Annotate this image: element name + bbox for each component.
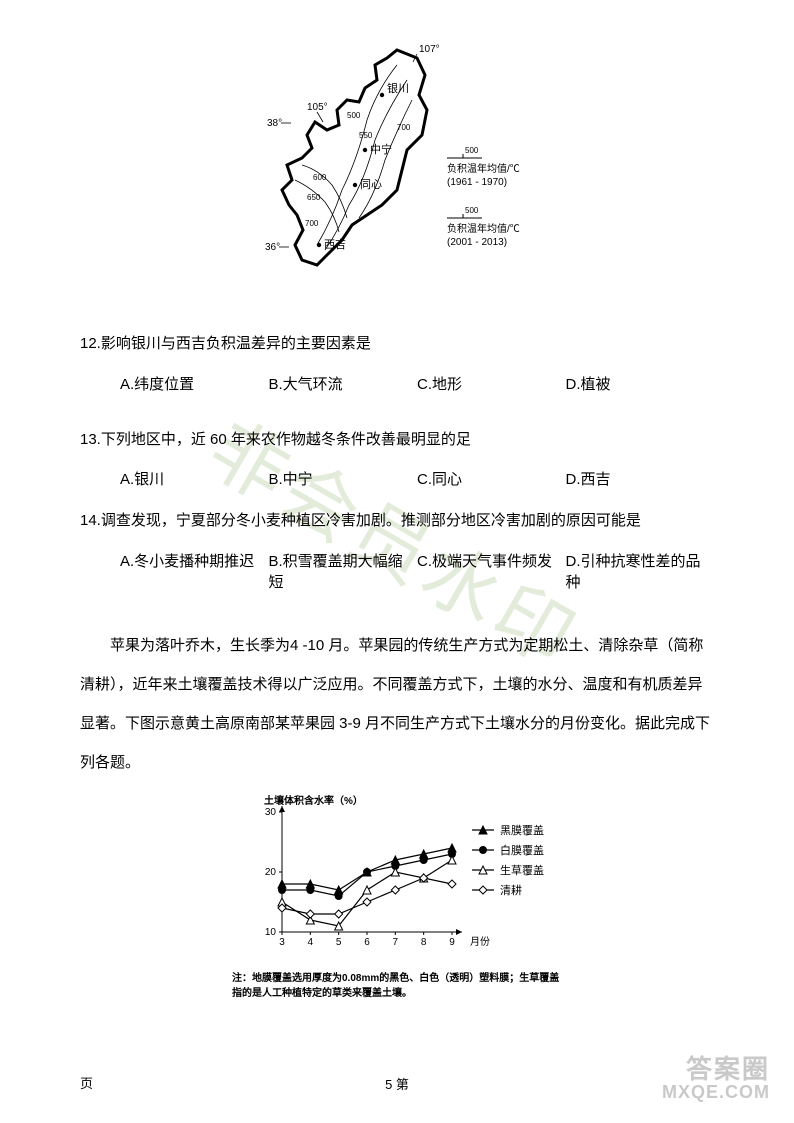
svg-text:9: 9 <box>449 937 455 948</box>
legend-1a: 负积温年均值/℃ <box>447 162 520 175</box>
q14-opt-d: D.引种抗寒性差的品种 <box>566 550 715 592</box>
legend-2a: 负积温年均值/℃ <box>447 222 520 235</box>
svg-text:10: 10 <box>265 927 277 938</box>
svg-text:3: 3 <box>279 937 285 948</box>
q14-stem: 14.调查发现，宁夏部分冬小麦种植区冷害加剧。推测部分地区冷害加剧的原因可能是 <box>80 507 714 536</box>
q13-options: A.银川 B.中宁 C.同心 D.西吉 <box>120 468 714 489</box>
q13-opt-a: A.银川 <box>120 468 269 489</box>
svg-text:5: 5 <box>336 937 342 948</box>
legend-1b: (1961 - 1970) <box>447 177 507 188</box>
q13-opt-c: C.同心 <box>417 468 566 489</box>
q13-opt-d: D.西吉 <box>566 468 715 489</box>
q14-options: A.冬小麦播种期推迟 B.积雪覆盖期大幅缩短 C.极端天气事件频发 D.引种抗寒… <box>120 550 714 606</box>
q12-stem: 12.影响银川与西吉负积温差异的主要因素是 <box>80 330 714 359</box>
legend-2b: (2001 - 2013) <box>447 237 507 248</box>
q13-stem: 13.下列地区中，近 60 年来农作物越冬条件改善最明显的足 <box>80 426 714 455</box>
svg-text:清耕: 清耕 <box>500 883 522 897</box>
passage: 苹果为落叶乔木，生长季为4 -10 月。苹果园的传统生产方式为定期松土、清除杂草… <box>80 626 714 782</box>
chart-figure: 土壤体积含水率（%）1020303456789月份黑膜覆盖白膜覆盖生草覆盖清耕 … <box>80 792 714 1001</box>
svg-text:20: 20 <box>265 867 277 878</box>
footer-center: 5 第 <box>80 1074 714 1093</box>
q12-opt-d: D.植被 <box>566 373 715 394</box>
q14-opt-b: B.积雪覆盖期大幅缩短 <box>269 550 418 592</box>
city-tongxin: 同心 <box>360 178 382 191</box>
logo-line2: MXQE.COM <box>662 1083 770 1103</box>
page-footer: 页 5 第 <box>80 1073 714 1093</box>
q14-opt-a: A.冬小麦播种期推迟 <box>120 550 269 592</box>
corner-logo: 答案圈 MXQE.COM <box>662 1055 770 1103</box>
svg-text:8: 8 <box>421 937 427 948</box>
svg-text:4: 4 <box>308 937 314 948</box>
q13-opt-b: B.中宁 <box>269 468 418 489</box>
chart-note: 注：地膜覆盖选用厚度为0.08mm的黑色、白色（透明）塑料膜；生草覆盖指的是人工… <box>232 971 562 1001</box>
logo-line1: 答案圈 <box>662 1055 770 1084</box>
map-figure: 105° 107° 38° 36° 银川 中宁 同心 西吉 <box>80 40 714 300</box>
q12-opt-b: B.大气环流 <box>269 373 418 394</box>
lon107-label: 107° <box>419 44 440 55</box>
contour-700b: 700 <box>397 123 411 132</box>
q12-options: A.纬度位置 B.大气环流 C.地形 D.植被 <box>120 373 714 408</box>
q12-opt-c: C.地形 <box>417 373 566 394</box>
svg-text:月份: 月份 <box>470 936 490 948</box>
lat36-label: 36° <box>265 242 280 253</box>
svg-text:30: 30 <box>265 807 277 818</box>
contour-550: 550 <box>359 131 373 140</box>
chart-svg: 土壤体积含水率（%） 10 20 30 3 4 5 6 7 8 9 月份 黑膜覆盖白膜覆盖生草覆盖清耕 <box>232 792 562 962</box>
q12-opt-a: A.纬度位置 <box>120 373 269 394</box>
page-content: 105° 107° 38° 36° 银川 中宁 同心 西吉 <box>80 40 714 1001</box>
svg-text:黑膜覆盖: 黑膜覆盖 <box>500 823 544 837</box>
city-yinchuan: 银川 <box>387 81 409 95</box>
svg-text:白膜覆盖: 白膜覆盖 <box>500 843 544 857</box>
q14-opt-c: C.极端天气事件频发 <box>417 550 566 592</box>
contour-700a: 700 <box>305 219 319 228</box>
svg-text:生草覆盖: 生草覆盖 <box>500 863 544 877</box>
svg-text:土壤体积含水率（%）: 土壤体积含水率（%） <box>264 794 363 807</box>
legend-tick-2: 500 <box>465 206 479 215</box>
lon105-label: 105° <box>307 102 328 113</box>
svg-text:7: 7 <box>393 937 399 948</box>
city-zhongning: 中宁 <box>370 142 392 156</box>
svg-text:6: 6 <box>364 937 370 948</box>
map-svg: 105° 107° 38° 36° 银川 中宁 同心 西吉 <box>247 40 547 300</box>
contour-600: 600 <box>313 173 327 182</box>
legend-tick-1: 500 <box>465 146 479 155</box>
contour-650: 650 <box>307 193 321 202</box>
contour-500: 500 <box>347 111 361 120</box>
footer-left: 页 <box>80 1076 93 1091</box>
city-xiji: 西吉 <box>324 238 346 251</box>
lat38-label: 38° <box>267 118 282 129</box>
